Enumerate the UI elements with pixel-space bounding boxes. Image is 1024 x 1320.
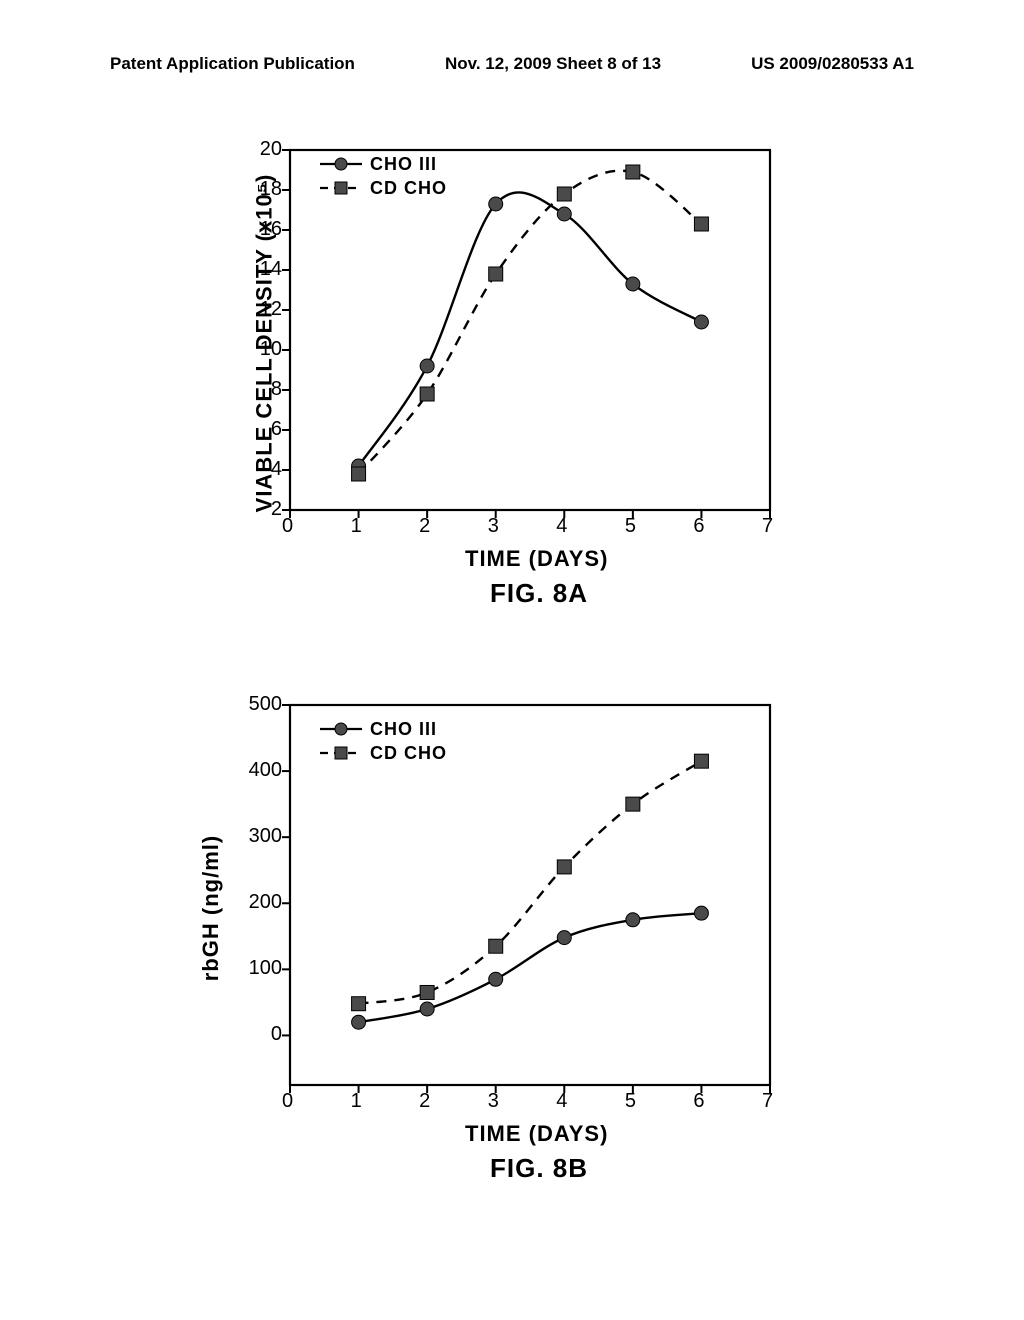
y-tick-label: 100 xyxy=(249,957,282,980)
x-tick-label: 2 xyxy=(419,1090,430,1113)
y-tick-label: 300 xyxy=(249,825,282,848)
x-tick-label: 0 xyxy=(282,1090,293,1113)
x-tick-label: 4 xyxy=(556,1090,567,1113)
x-tick-label: 7 xyxy=(762,1090,773,1113)
header-mid: Nov. 12, 2009 Sheet 8 of 13 xyxy=(445,54,661,74)
x-tick-label: 4 xyxy=(556,515,567,538)
y-tick-label: 200 xyxy=(249,891,282,914)
svg-text:CHO III: CHO III xyxy=(370,154,437,174)
x-tick-label: 2 xyxy=(419,515,430,538)
y-tick-label: 500 xyxy=(249,693,282,716)
figure-caption-b: FIG. 8B xyxy=(490,1153,588,1184)
x-axis-label-a: TIME (DAYS) xyxy=(465,546,608,572)
x-tick-label: 1 xyxy=(351,515,362,538)
svg-text:CHO III: CHO III xyxy=(370,719,437,739)
x-tick-label: 3 xyxy=(488,515,499,538)
y-tick-label: 400 xyxy=(249,759,282,782)
figure-8a: VIABLE CELL DENSITY (x10⁵) 2468101214161… xyxy=(170,140,790,525)
y-tick-label: 0 xyxy=(271,1023,282,1046)
header-left: Patent Application Publication xyxy=(110,54,355,74)
x-tick-label: 5 xyxy=(625,515,636,538)
figure-caption-a: FIG. 8A xyxy=(490,578,588,609)
x-tick-label: 7 xyxy=(762,515,773,538)
y-tick-label: 10 xyxy=(260,338,282,361)
y-axis-label-b: rbGH (ng/ml) xyxy=(198,835,224,981)
x-tick-label: 6 xyxy=(693,515,704,538)
y-tick-label: 12 xyxy=(260,298,282,321)
x-tick-label: 6 xyxy=(693,1090,704,1113)
x-tick-label: 0 xyxy=(282,515,293,538)
x-axis-label-b: TIME (DAYS) xyxy=(465,1121,608,1147)
figure-8b: rbGH (ng/ml) 0 100 200 300 400 500 CHO III CD … xyxy=(170,695,790,1100)
y-tick-label: 14 xyxy=(260,258,282,281)
y-tick-label: 20 xyxy=(260,138,282,161)
y-tick-label: 8 xyxy=(271,378,282,401)
x-tick-label: 3 xyxy=(488,1090,499,1113)
y-tick-label: 6 xyxy=(271,418,282,441)
y-tick-label: 4 xyxy=(271,458,282,481)
x-tick-label: 1 xyxy=(351,1090,362,1113)
y-tick-label: 18 xyxy=(260,178,282,201)
y-tick-label: 2 xyxy=(271,498,282,521)
page-header: Patent Application Publication Nov. 12, … xyxy=(0,54,1024,74)
x-tick-label: 5 xyxy=(625,1090,636,1113)
svg-text:CD CHO: CD CHO xyxy=(370,743,447,763)
y-tick-label: 16 xyxy=(260,218,282,241)
svg-text:CD CHO: CD CHO xyxy=(370,178,447,198)
header-right: US 2009/0280533 A1 xyxy=(751,54,914,74)
